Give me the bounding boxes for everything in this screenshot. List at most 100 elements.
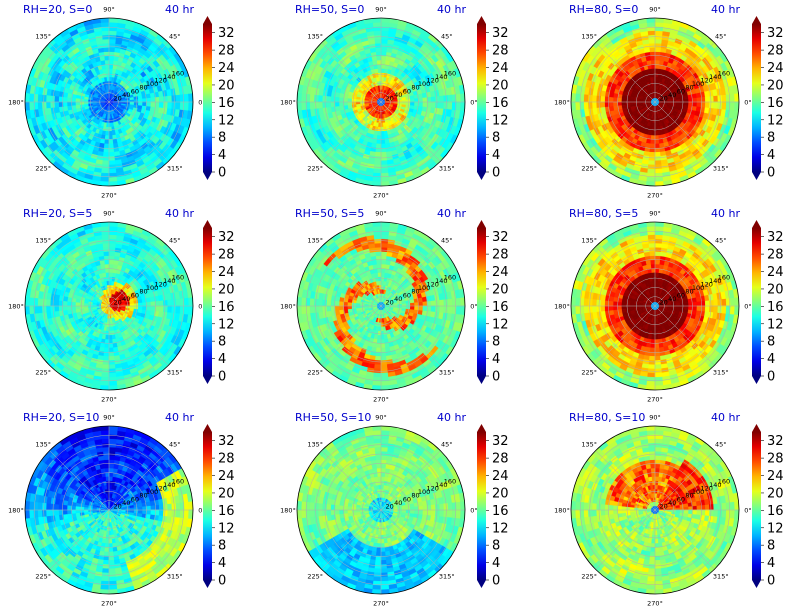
radial-tick-label: 40 — [668, 91, 676, 99]
radial-tick-label: 20 — [659, 94, 667, 102]
radial-tick-label: 160 — [718, 69, 730, 77]
polar-panel: 20 40 60 8010012014016090°45°0°315°270°225°… — [554, 3, 783, 200]
angle-tick-label: 180° — [280, 99, 296, 107]
colorbar-gradient — [477, 24, 486, 172]
radial-tick-label: 60 — [131, 87, 139, 95]
colorbar-tick-label: 12 — [218, 113, 235, 128]
radial-tick-label: 40 — [394, 91, 402, 99]
angle-tick-label: 90° — [375, 6, 387, 14]
radial-tick-label: 60 — [403, 87, 411, 95]
radial-tick-label: 60 — [131, 291, 139, 299]
polar-panel: 20 40 60 8010012014016090°45°0°315°270°225°… — [8, 3, 234, 200]
colorbar-extend-max — [203, 16, 212, 24]
polar-panel: 20 40 60 8010012014016090°45°0°315°270°225°… — [280, 3, 508, 200]
angle-tick-label: 225° — [35, 164, 51, 172]
angular-gridline — [108, 42, 169, 103]
angle-tick-label: 270° — [101, 192, 117, 200]
angle-tick-label: 315° — [713, 164, 729, 172]
angle-tick-label: 90° — [103, 6, 115, 14]
angle-tick-label: 135° — [581, 33, 597, 41]
colorbar-tick-label: 28 — [218, 44, 235, 59]
radial-tick-label: 60 — [677, 87, 685, 95]
colorbar-tick-label: 32 — [492, 26, 509, 41]
radial-tick-label: 80 — [139, 84, 147, 92]
radial-tick-label: 120 — [155, 77, 167, 85]
angle-tick-label: 0° — [198, 99, 205, 107]
radial-tick-label: 160 — [172, 69, 184, 77]
angle-tick-label: 0° — [744, 99, 751, 107]
heatmap-cell — [188, 101, 193, 112]
colorbar-extend-max — [752, 16, 761, 24]
colorbar-extend-min — [477, 172, 486, 180]
heatmap-cell — [108, 18, 119, 23]
colorbar-tick-label: 4 — [218, 148, 226, 163]
colorbar-gradient — [752, 24, 761, 172]
angular-gridline — [49, 42, 110, 103]
angle-tick-label: 45° — [715, 33, 727, 41]
colorbar-tick-label: 32 — [767, 26, 784, 41]
colorbar-tick-label: 12 — [492, 113, 509, 128]
angle-tick-label: 135° — [307, 33, 323, 41]
colorbar: 0 4 8 12 16 20 24 28 32 — [477, 16, 509, 181]
radial-tick-label: 40 — [122, 91, 130, 99]
angle-tick-label: 225° — [581, 164, 597, 172]
polar-panel: 20 40 60 8010012014016090°45°0°315°270°225°… — [8, 207, 234, 404]
colorbar-tick-label: 16 — [492, 96, 509, 111]
colorbar-tick-label: 24 — [767, 61, 784, 76]
radial-tick-label: 100 — [146, 80, 158, 88]
colorbar-tick-label: 4 — [492, 148, 500, 163]
heatmap-cell — [25, 92, 30, 103]
colorbar-tick-label: 0 — [218, 166, 226, 181]
angle-tick-label: 180° — [8, 99, 24, 107]
angle-tick-label: 270° — [647, 192, 663, 200]
radial-tick-label: 140 — [163, 73, 175, 81]
angle-tick-label: 225° — [307, 164, 323, 172]
colorbar-tick-label: 16 — [767, 96, 784, 111]
angular-gridline — [49, 101, 110, 162]
colorbar-tick-label: 32 — [218, 26, 235, 41]
colorbar-tick-label: 20 — [492, 78, 509, 93]
radial-tick-label: 20 — [113, 298, 121, 306]
angle-tick-label: 90° — [649, 6, 661, 14]
angle-tick-label: 180° — [554, 99, 570, 107]
heatmap-cell — [99, 181, 110, 186]
colorbar-tick-label: 8 — [218, 131, 226, 146]
colorbar-tick-label: 12 — [767, 113, 784, 128]
colorbar: 0 4 8 12 16 20 24 28 32 — [203, 16, 235, 181]
radial-tick-label: 40 — [122, 295, 130, 303]
angle-tick-label: 270° — [373, 192, 389, 200]
time-label: 40 hr — [165, 3, 194, 16]
colorbar-tick-label: 20 — [218, 78, 235, 93]
panel-title: RH=80, S=0 — [569, 3, 638, 16]
radial-tick-label: 160 — [444, 69, 456, 77]
angular-gridline — [108, 101, 169, 162]
colorbar-tick-label: 16 — [218, 96, 235, 111]
polar-frame — [24, 17, 194, 187]
colorbar-tick-label: 8 — [492, 131, 500, 146]
time-label: 40 hr — [437, 3, 466, 16]
colorbar-extend-max — [477, 16, 486, 24]
angle-tick-label: 45° — [441, 33, 453, 41]
time-label: 40 hr — [711, 3, 740, 16]
colorbar-tick-label: 4 — [767, 148, 775, 163]
panel-title: RH=20, S=0 — [23, 3, 92, 16]
colorbar-tick-label: 24 — [492, 61, 509, 76]
colorbar-tick-label: 24 — [218, 61, 235, 76]
colorbar-tick-label: 0 — [767, 166, 775, 181]
colorbar-extend-min — [203, 172, 212, 180]
colorbar-tick-label: 20 — [767, 78, 784, 93]
colorbar-tick-label: 28 — [492, 44, 509, 59]
colorbar-gradient — [203, 24, 212, 172]
radial-tick-label: 20 — [385, 94, 393, 102]
angle-tick-label: 0° — [470, 99, 477, 107]
angle-tick-label: 315° — [167, 164, 183, 172]
angle-tick-label: 135° — [35, 33, 51, 41]
colorbar: 0 4 8 12 16 20 24 28 32 — [752, 16, 784, 181]
colorbar-extend-min — [752, 172, 761, 180]
colorbar-tick-label: 0 — [492, 166, 500, 181]
colorbar-tick-label: 8 — [767, 131, 775, 146]
colorbar-tick-label: 28 — [767, 44, 784, 59]
radial-tick-label: 20 — [113, 94, 121, 102]
angle-tick-label: 45° — [169, 33, 181, 41]
